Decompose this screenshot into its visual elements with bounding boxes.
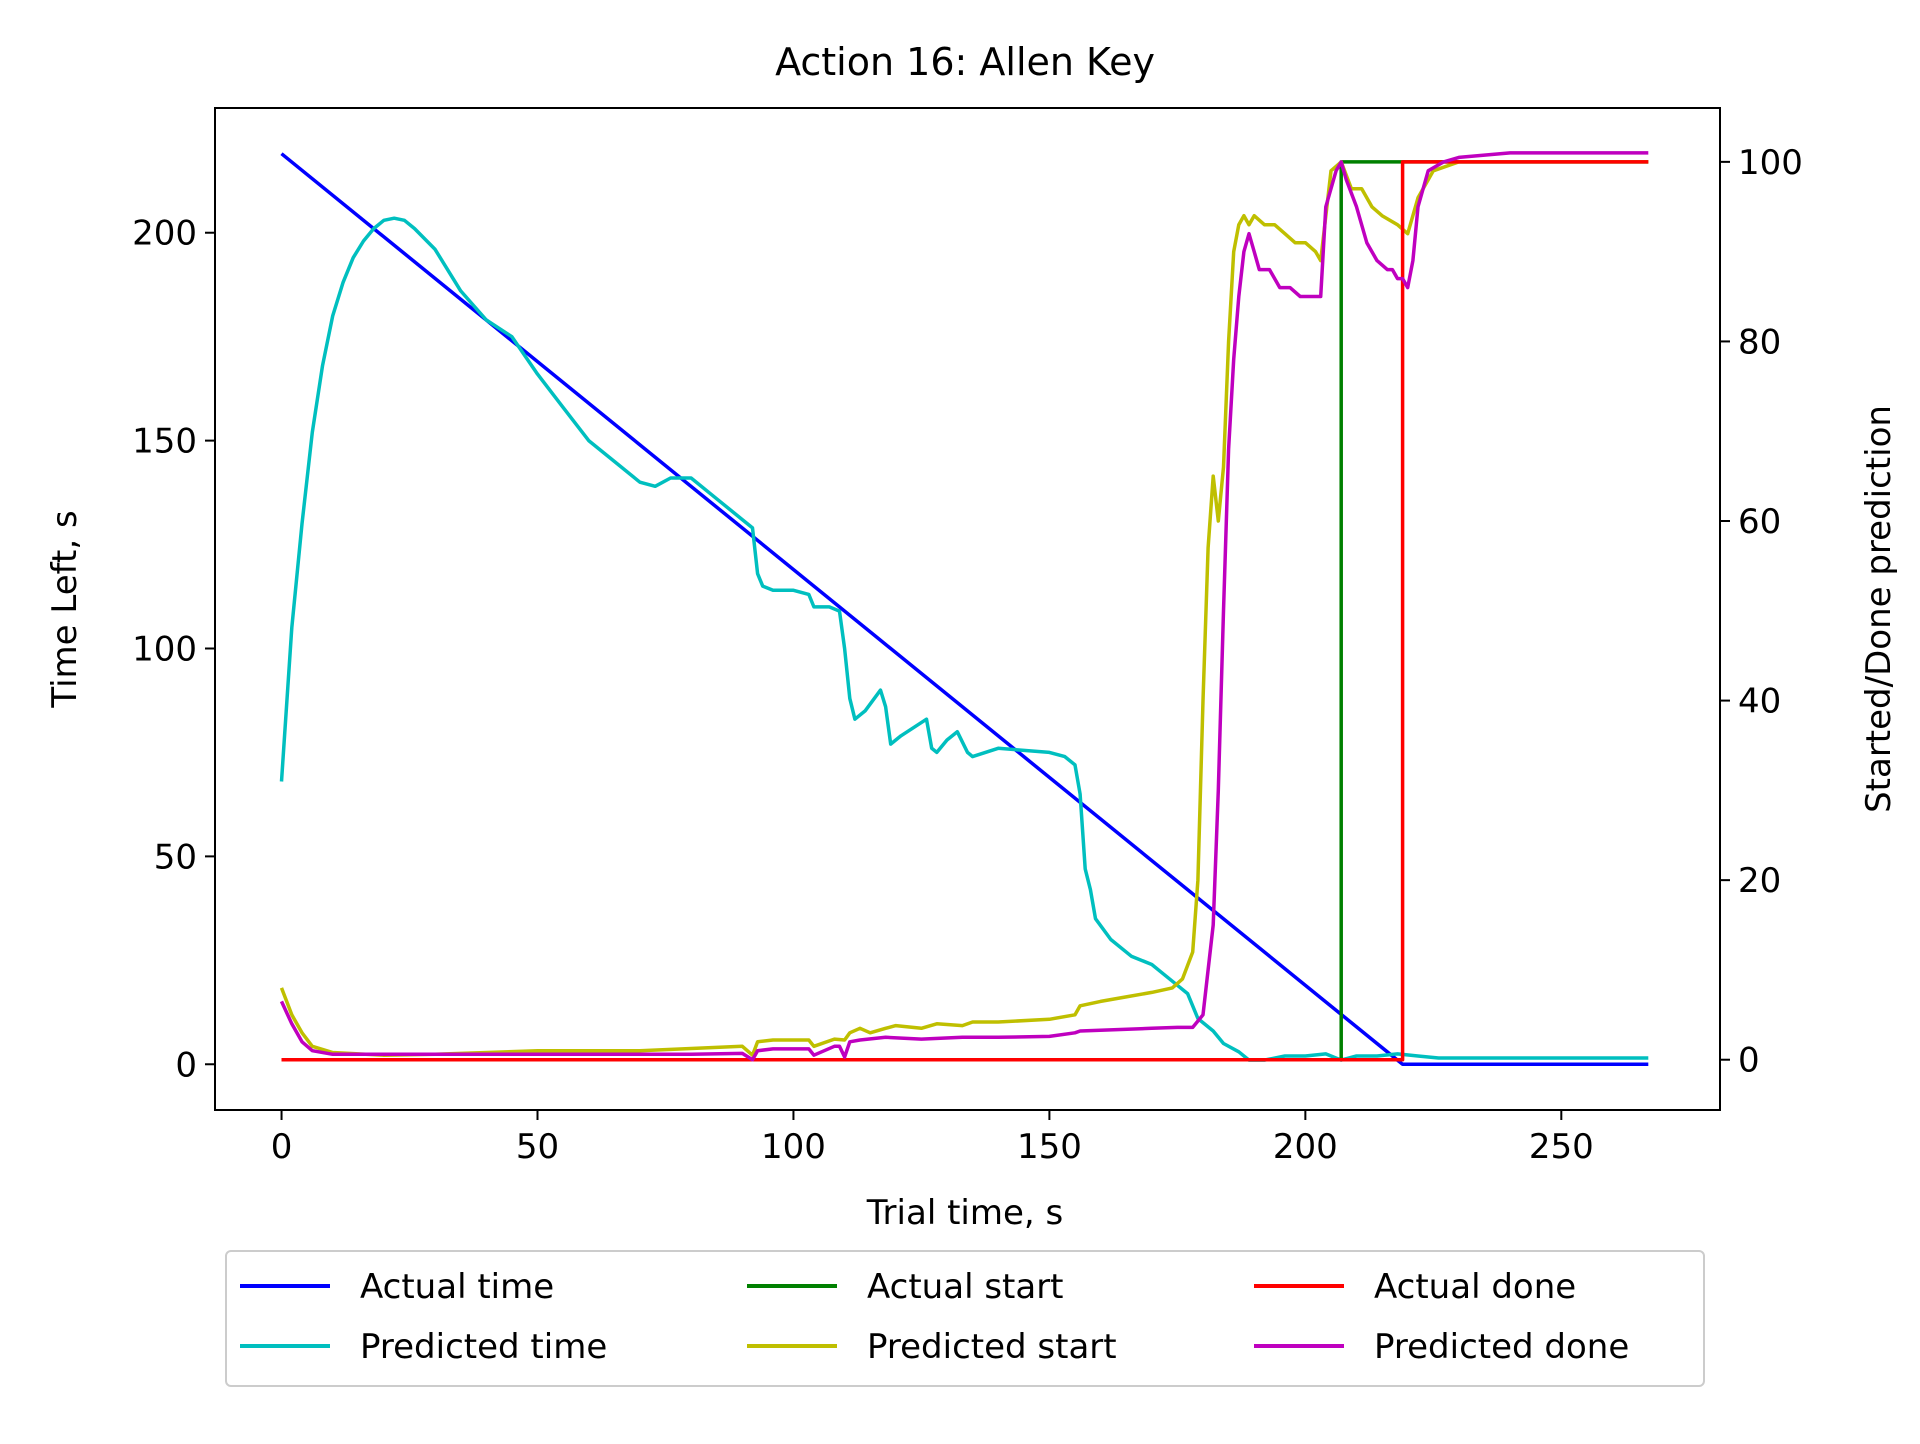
legend-label-actual-done: Actual done: [1374, 1267, 1576, 1307]
axes-layer: 0 50 100 150 200 250 0 50 100 150 200 0 20 40 60 80 100: [132, 143, 1803, 1167]
x-tick-label: 250: [1529, 1127, 1594, 1167]
y2-tick-label: 20: [1738, 861, 1781, 901]
y2-tick-label: 60: [1738, 502, 1781, 542]
legend-label-predicted-time: Predicted time: [360, 1327, 607, 1367]
y-tick-label: 50: [154, 837, 197, 877]
legend-label-actual-start: Actual start: [867, 1267, 1064, 1307]
y-tick-label: 0: [175, 1045, 197, 1085]
series-line-predicted-done: [279, 151, 1649, 1062]
x-tick-label: 150: [1017, 1127, 1082, 1167]
series-line-actual-time: [280, 152, 1649, 1067]
y-tick-label: 150: [132, 422, 197, 462]
legend: Actual time Actual start Actual done Predic…: [225, 1250, 1705, 1387]
series-line-predicted-start: [279, 160, 1649, 1057]
series-line-predicted-time: [279, 216, 1649, 1062]
x-axis-label: Trial time, s: [866, 1193, 1063, 1233]
x-tick-label: 100: [761, 1127, 826, 1167]
legend-label-actual-time: Actual time: [360, 1267, 554, 1307]
series-line-actual-start: [281, 160, 1649, 1062]
y2-tick-label: 40: [1738, 682, 1781, 722]
x-tick-label: 0: [271, 1127, 293, 1167]
y-axis-label: Time Left, s: [45, 510, 85, 708]
y-tick-label: 200: [132, 214, 197, 254]
y2-tick-label: 100: [1738, 143, 1803, 183]
y2-tick-label: 80: [1738, 322, 1781, 362]
y2-tick-label: 0: [1738, 1041, 1760, 1081]
y2-axis-label: Started/Done prediction: [1859, 405, 1899, 813]
legend-label-predicted-start: Predicted start: [867, 1327, 1117, 1367]
x-tick-label: 200: [1273, 1127, 1338, 1167]
legend-label-predicted-done: Predicted done: [1374, 1327, 1629, 1367]
series-line-actual-done: [281, 160, 1649, 1062]
plot-frame: [214, 107, 1721, 1111]
chart-title: Action 16: Allen Key: [775, 40, 1155, 84]
x-tick-label: 50: [516, 1127, 559, 1167]
series-layer: [279, 151, 1649, 1067]
y-tick-label: 100: [132, 629, 197, 669]
